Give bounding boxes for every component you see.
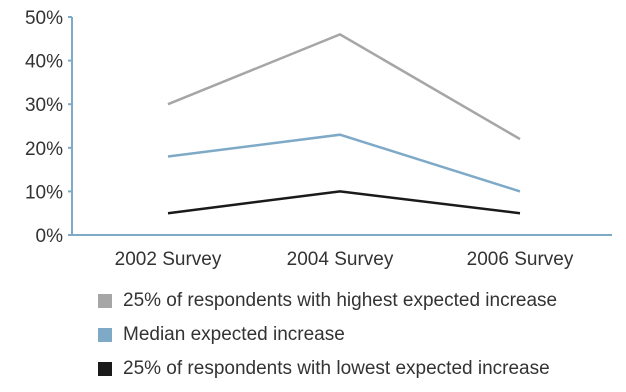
x-tick-label: 2006 Survey: [467, 249, 574, 270]
x-axis-ticks: 2002 Survey 2004 Survey 2006 Survey: [115, 249, 574, 270]
legend-label-highest: 25% of respondents with highest expected…: [123, 290, 558, 311]
series-line-median: [167, 133, 521, 193]
legend-item-highest: 25% of respondents with highest expected…: [98, 290, 557, 312]
series-line-lowest: [167, 190, 521, 215]
legend-swatch-highest: [98, 294, 112, 308]
y-tick-label: 0%: [36, 226, 64, 247]
chart-axes: [71, 17, 612, 236]
legend-swatch-lowest: [98, 362, 112, 376]
legend-swatch-median: [98, 328, 112, 342]
y-axis-ticks: 0% 10% 20% 30% 40% 50%: [25, 8, 72, 247]
legend-label-lowest: 25% of respondents with lowest expected …: [123, 358, 550, 379]
legend-item-lowest: 25% of respondents with lowest expected …: [98, 358, 557, 380]
x-tick-label: 2004 Survey: [287, 249, 394, 270]
y-tick-label: 40%: [25, 52, 63, 73]
legend-item-median: Median expected increase: [98, 324, 557, 346]
legend: 25% of respondents with highest expected…: [98, 290, 557, 392]
series-lines: [167, 33, 521, 215]
y-tick-label: 30%: [25, 95, 63, 116]
y-tick-label: 50%: [25, 8, 63, 29]
y-tick-label: 10%: [25, 182, 63, 203]
x-tick-label: 2002 Survey: [115, 249, 222, 270]
y-tick-label: 20%: [25, 139, 63, 160]
series-line-highest: [167, 33, 521, 141]
legend-label-median: Median expected increase: [123, 324, 345, 345]
